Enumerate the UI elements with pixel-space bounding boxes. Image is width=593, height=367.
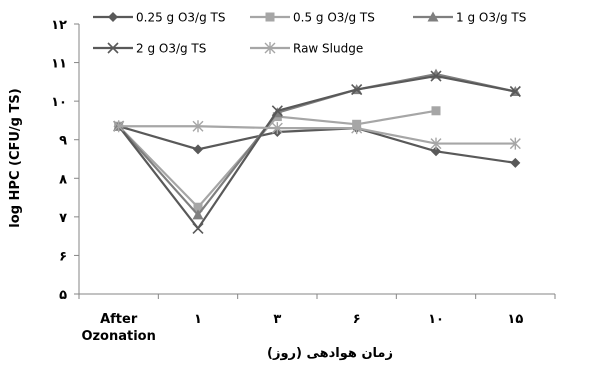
data-point [193,144,203,155]
data-point [431,146,441,157]
legend-marker [264,42,276,54]
series-line [117,74,516,231]
series-3 [113,70,521,234]
legend-label: Raw Sludge [293,42,363,56]
series-line [118,125,516,164]
data-point [271,105,283,117]
data-point [193,202,203,212]
data-point [271,122,283,135]
x-tick-label: ۱۰ [428,312,444,327]
series-line [118,125,516,145]
x-tick-label: ۱ [194,312,202,327]
legend-item: Raw Sludge [250,42,363,56]
series-1 [114,106,441,212]
legend-item: 2 g O3/g TS [93,42,206,56]
legend-label: 0.5 g O3/g TS [293,11,375,25]
x-tick-label: ۱۵ [507,312,523,327]
series-4 [113,120,521,150]
y-tick-label: ۹ [59,134,67,149]
legend-marker [265,12,275,22]
legend-item: 0.25 g O3/g TS [93,11,225,25]
x-tick-label: ۳ [273,312,281,327]
data-point [192,209,204,220]
data-point [510,157,521,168]
y-axis-title: log HPC (CFU/g TS) [8,88,23,227]
data-point [192,120,204,133]
data-point [509,137,521,150]
data-point [351,84,363,96]
data-point [430,70,442,82]
legend-label: 2 g O3/g TS [136,42,206,56]
data-point [431,106,441,116]
legend-label: 1 g O3/g TS [456,11,526,25]
y-tick-label: ۷ [59,211,67,226]
x-tick-label: ۶ [353,312,361,327]
legend-marker [427,11,439,22]
y-tick-label: ۱۲ [51,18,67,33]
legend-label: 0.25 g O3/g TS [136,11,225,25]
legend-item: 1 g O3/g TS [413,11,526,25]
y-tick-label: ۱۰ [51,95,67,110]
data-point [509,85,521,98]
x-axis-title: زمان هوادهی (روز) [267,346,393,361]
legend-marker [108,12,118,22]
data-point [192,222,204,234]
legend-item: 0.5 g O3/g TS [250,11,375,25]
data-point [351,122,363,135]
y-tick-label: ۵ [59,288,67,303]
data-point [113,120,125,133]
data-point [430,137,442,150]
legend-marker [107,42,119,54]
x-tick-label: After Ozonation [81,312,155,344]
y-tick-label: ۱۱ [51,57,67,72]
y-tick-label: ۶ [59,249,67,264]
y-tick-label: ۸ [59,172,67,187]
